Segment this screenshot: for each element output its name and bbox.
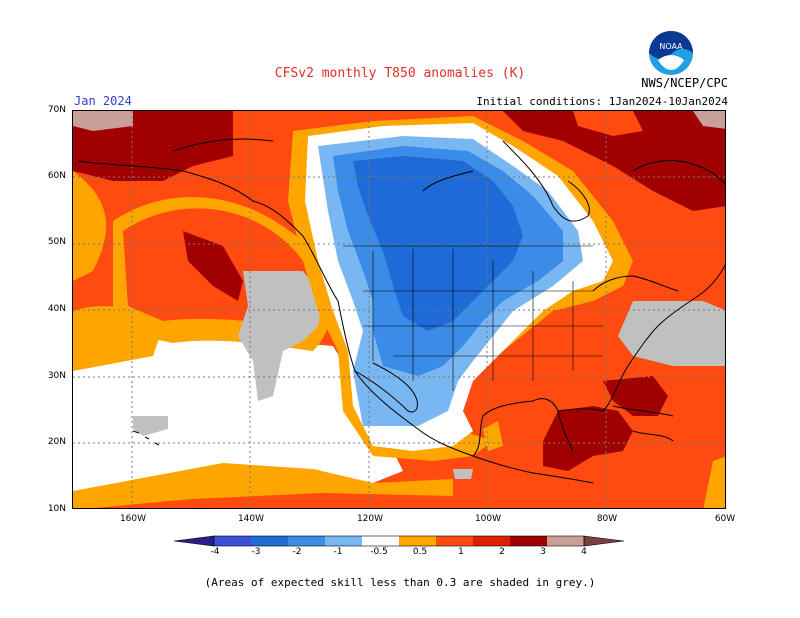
- colorbar-arrow-low: [173, 535, 215, 547]
- darkred-arctic-east: [503, 111, 725, 211]
- noaa-logo: NOAA: [649, 31, 693, 75]
- orange-southern-band: [73, 463, 453, 508]
- anomaly-map: [72, 110, 726, 509]
- lon-label-100w: 100W: [474, 514, 502, 524]
- lon-label-60w: 60W: [714, 514, 736, 524]
- orange-se-corner: [703, 456, 725, 508]
- lat-label-20n: 20N: [47, 437, 66, 447]
- colorbar-segment: [510, 536, 548, 546]
- colorbar-segment: [214, 536, 252, 546]
- colorbar-label-neg05: -0.5: [370, 547, 388, 557]
- noaa-logo-text: NOAA: [659, 42, 683, 51]
- grey-lowskill-hawaii: [133, 416, 168, 436]
- colorbar-label-pos4: 4: [581, 547, 587, 557]
- lon-label-140w: 140W: [237, 514, 265, 524]
- colorbar-arrow-high: [583, 535, 625, 547]
- lat-label-60n: 60N: [47, 171, 66, 181]
- colorbar-segment: [251, 536, 289, 546]
- colorbar-label-neg1: -1: [333, 547, 343, 557]
- political-boundaries: [343, 245, 603, 391]
- colorbar-segment: [362, 536, 400, 546]
- lon-label-160w: 160W: [119, 514, 147, 524]
- colorbar-label-pos3: 3: [540, 547, 546, 557]
- footnote: (Areas of expected skill less than 0.3 a…: [204, 576, 596, 589]
- colorbar-segment: [325, 536, 363, 546]
- lon-label-120w: 120W: [356, 514, 384, 524]
- agency-label: NWS/NCEP/CPC: [641, 76, 728, 90]
- colorbar-label-neg4: -4: [210, 547, 220, 557]
- colorbar-segment: [436, 536, 474, 546]
- darkred-gulf: [543, 406, 633, 471]
- colorbar: [173, 535, 625, 547]
- grey-lowskill-pacific: [238, 271, 323, 401]
- colorbar-label-pos2: 2: [499, 547, 505, 557]
- orange-nw-edge: [73, 171, 107, 281]
- darkred-caribbean: [603, 376, 668, 416]
- pink-arctic-east: [693, 111, 725, 129]
- colorbar-segment: [547, 536, 585, 546]
- grey-lowskill-atlantic: [618, 301, 725, 366]
- colorbar-segment: [473, 536, 511, 546]
- near-normal-pacific: [73, 331, 403, 496]
- red-baffin: [573, 111, 643, 136]
- lon-label-80w: 80W: [596, 514, 618, 524]
- colorbar-segments: [173, 535, 625, 547]
- colorbar-label-pos05: 0.5: [412, 547, 428, 557]
- pink-arctic-west: [73, 111, 133, 131]
- coastlines: [77, 138, 725, 484]
- lat-label-50n: 50N: [47, 237, 66, 247]
- graticule: [73, 111, 725, 508]
- colorbar-label-neg3: -3: [251, 547, 261, 557]
- colorbar-label-pos1: 1: [458, 547, 464, 557]
- lat-label-70n: 70N: [47, 105, 66, 115]
- colorbar-label-neg2: -2: [292, 547, 302, 557]
- colorbar-segment: [288, 536, 326, 546]
- initial-conditions: Initial conditions: 1Jan2024-10Jan2024: [476, 95, 728, 108]
- grey-lowskill-central: [453, 469, 473, 479]
- colorbar-segment: [399, 536, 437, 546]
- lat-label-40n: 40N: [47, 304, 66, 314]
- chart-title: CFSv2 monthly T850 anomalies (K): [274, 66, 526, 81]
- forecast-month: Jan 2024: [74, 94, 132, 108]
- darkred-pacific-core: [183, 231, 243, 301]
- lat-label-10n: 10N: [47, 504, 66, 514]
- lat-label-30n: 30N: [47, 371, 66, 381]
- anomaly-map-svg: [73, 111, 725, 508]
